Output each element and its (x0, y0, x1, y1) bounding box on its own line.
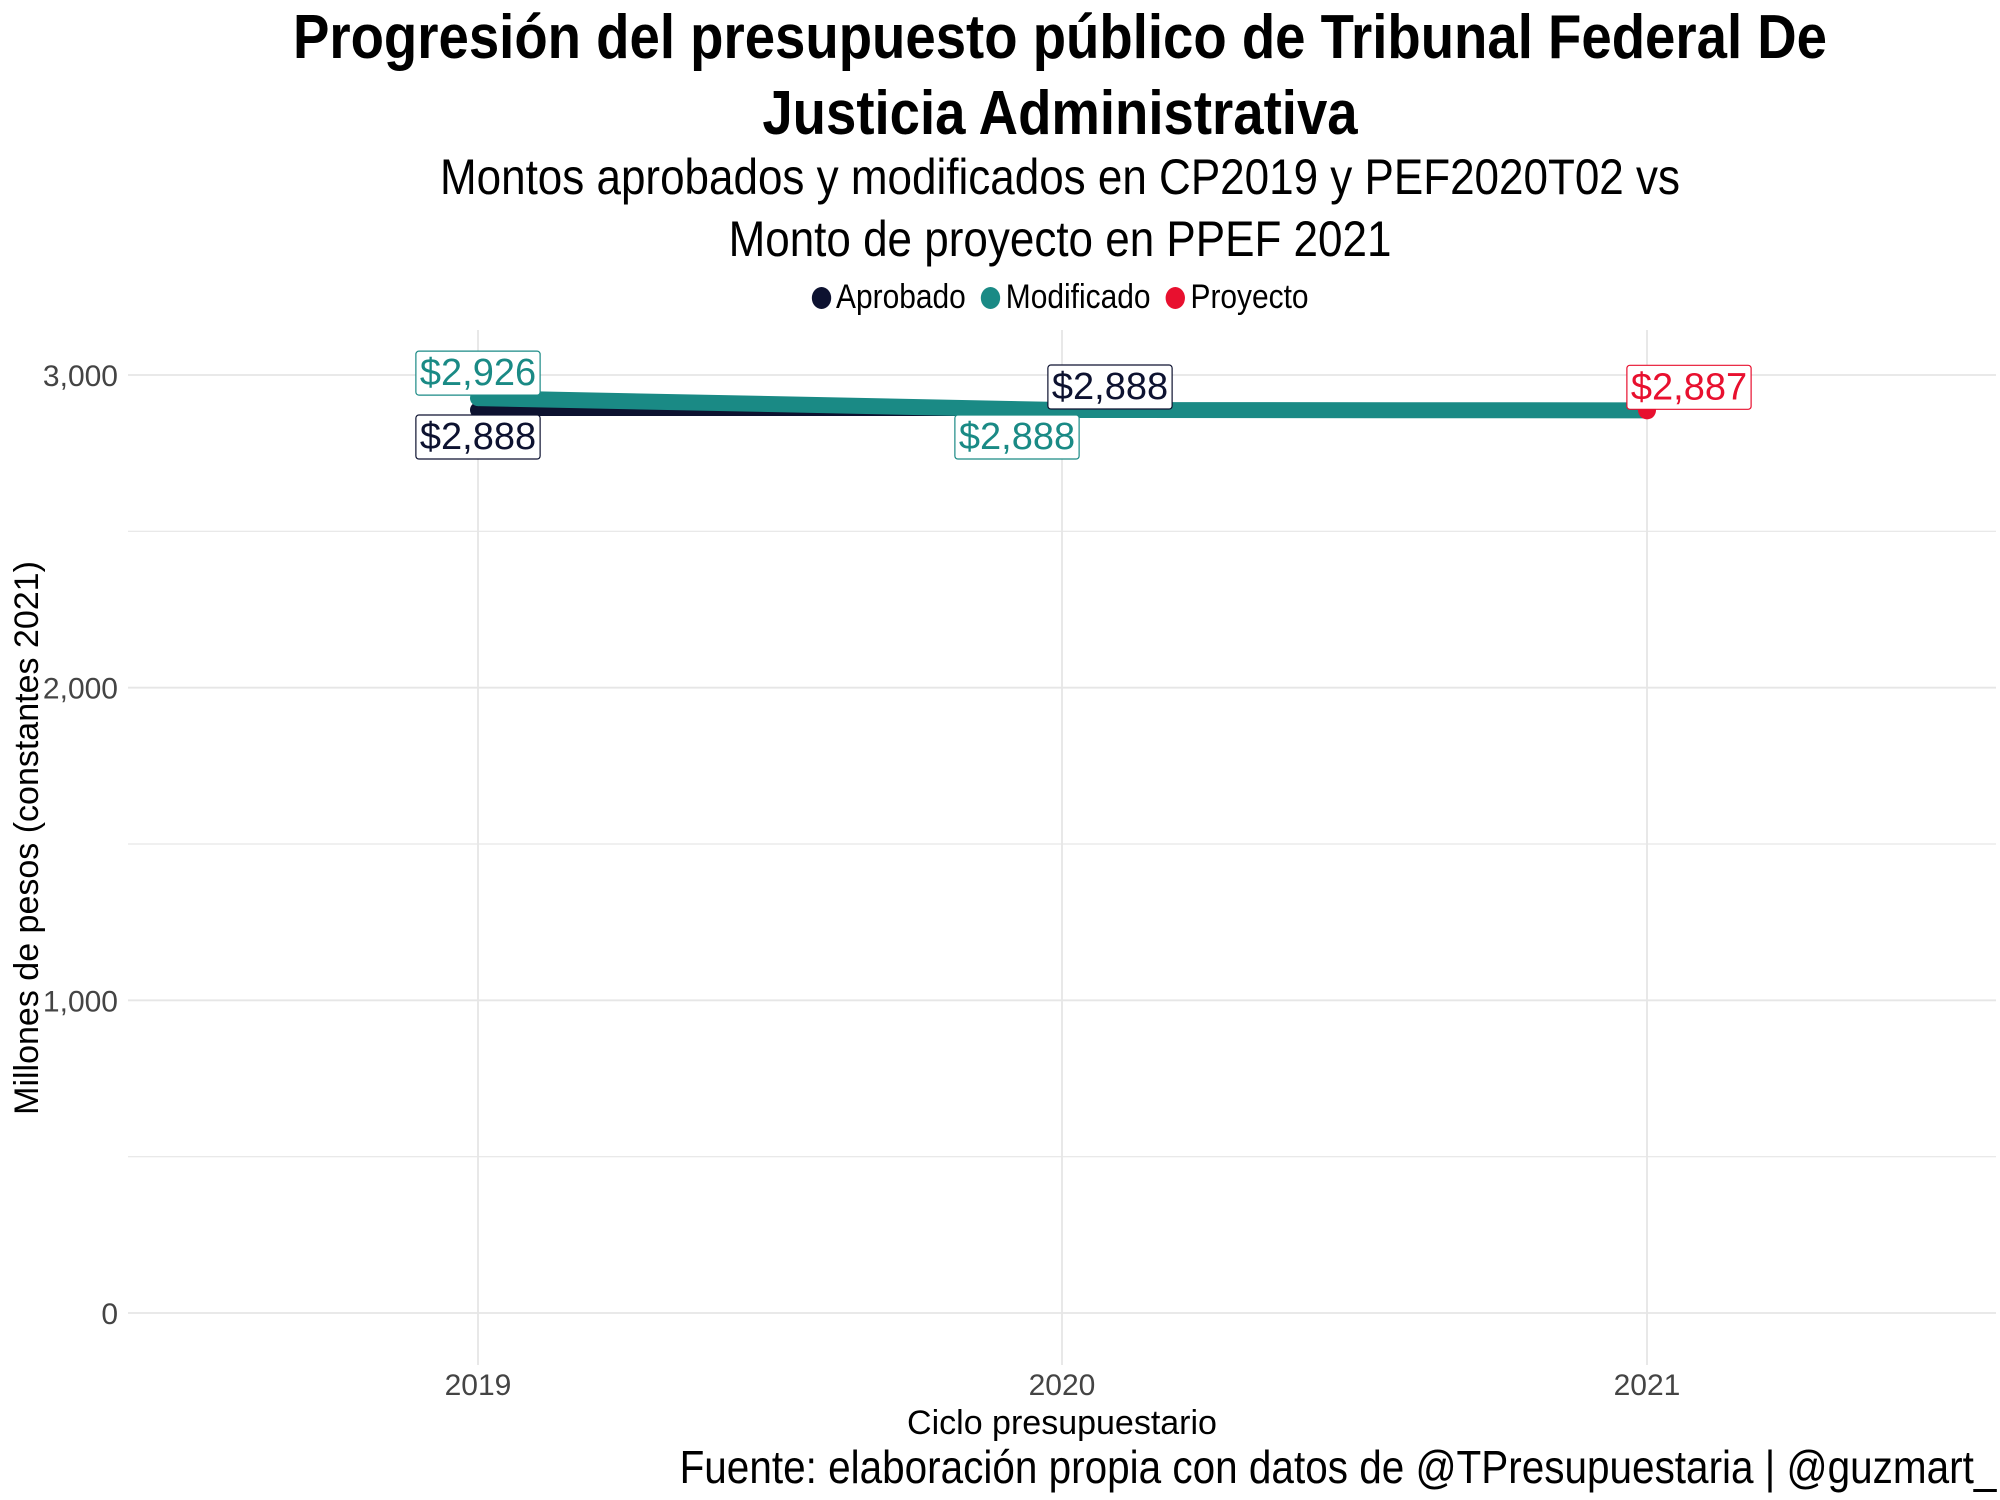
y-tick-label: 3,000 (43, 360, 118, 393)
legend-label-aprobado: Aprobado (836, 278, 966, 316)
chart-legend: Aprobado Modificado Proyecto (127, 278, 1993, 318)
y-tick-label: 1,000 (43, 985, 118, 1018)
legend-label-proyecto: Proyecto (1190, 278, 1309, 316)
chart-subtitle-line-1: Montos aprobados y modificados en CP2019… (439, 149, 1681, 205)
legend-key-proyecto (1165, 286, 1186, 309)
chart-title-line-2: Justicia Administrativa (762, 79, 1358, 148)
y-axis-title: Millones de pesos (constantes 2021) (8, 561, 46, 1115)
legend-item-proyecto: Proyecto (1165, 278, 1309, 317)
legend-key-modificado (981, 286, 1001, 309)
x-tick-label: 2020 (1029, 1369, 1096, 1402)
legend-label-modificado: Modificado (1005, 278, 1151, 316)
x-axis-title: Ciclo presupuestario (907, 1404, 1217, 1442)
data-label-aprobado: $2,888 (420, 416, 536, 458)
x-tick-label: 2019 (445, 1369, 512, 1402)
data-label-aprobado: $2,888 (1052, 366, 1168, 408)
chart-subtitle-line-2: Monto de proyecto en PPEF 2021 (728, 211, 1392, 267)
data-label-modificado: $2,888 (959, 416, 1075, 458)
legend-key-aprobado (811, 286, 831, 309)
data-label-modificado: $2,926 (420, 352, 536, 394)
chart-title: Progresión del presupuesto público de Tr… (127, 0, 1993, 152)
chart-title-line-1: Progresión del presupuesto público de Tr… (292, 3, 1828, 72)
data-label-box-aprobado (1047, 364, 1173, 410)
data-label-box-modificado (415, 350, 541, 396)
chart-subtitle: Montos aprobados y modificados en CP2019… (127, 146, 1993, 270)
legend-item-aprobado: Aprobado (811, 278, 966, 317)
y-tick-label: 0 (101, 1298, 118, 1331)
y-tick-label: 2,000 (43, 673, 118, 706)
data-label-box-modificado (954, 414, 1080, 460)
source-caption: Fuente: elaboración propia con datos de … (679, 1441, 1996, 1493)
data-label-proyecto: $2,887 (1631, 366, 1747, 408)
data-label-box-proyecto (1626, 364, 1752, 410)
x-tick-label: 2021 (1614, 1369, 1681, 1402)
data-label-box-aprobado (415, 414, 541, 460)
legend-item-modificado: Modificado (981, 278, 1151, 317)
